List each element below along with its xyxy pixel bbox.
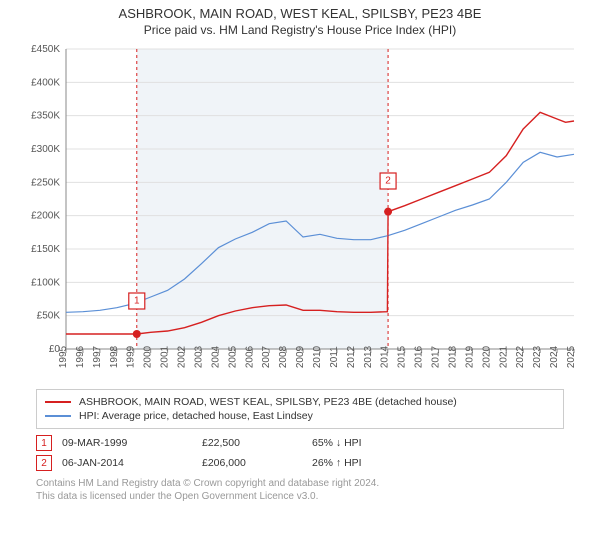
svg-text:2009: 2009 (295, 345, 306, 368)
chart-subtitle: Price paid vs. HM Land Registry's House … (0, 23, 600, 37)
svg-text:1995: 1995 (58, 345, 69, 368)
sale-price: £206,000 (202, 457, 302, 469)
svg-text:1996: 1996 (75, 345, 86, 368)
svg-text:2020: 2020 (481, 345, 492, 368)
svg-text:2012: 2012 (346, 345, 357, 368)
sale-date: 09-MAR-1999 (62, 437, 192, 449)
sale-marker-icon: 1 (36, 435, 52, 451)
svg-text:1999: 1999 (126, 345, 137, 368)
legend: ASHBROOK, MAIN ROAD, WEST KEAL, SPILSBY,… (36, 389, 564, 429)
svg-text:2010: 2010 (312, 345, 323, 368)
svg-text:2016: 2016 (414, 345, 425, 368)
svg-text:1: 1 (134, 296, 140, 307)
svg-text:2018: 2018 (447, 345, 458, 368)
legend-swatch (45, 401, 71, 403)
sale-delta: 26% ↑ HPI (312, 457, 422, 469)
svg-text:2000: 2000 (143, 345, 154, 368)
svg-text:1998: 1998 (109, 345, 120, 368)
sale-date: 06-JAN-2014 (62, 457, 192, 469)
svg-text:£150K: £150K (31, 244, 60, 255)
svg-text:2: 2 (385, 176, 391, 187)
svg-text:2006: 2006 (244, 345, 255, 368)
svg-text:2007: 2007 (261, 345, 272, 368)
svg-text:£250K: £250K (31, 177, 60, 188)
svg-text:2015: 2015 (397, 345, 408, 368)
sales-row: 1 09-MAR-1999 £22,500 65% ↓ HPI (36, 435, 564, 451)
line-chart-svg: £0£50K£100K£150K£200K£250K£300K£350K£400… (20, 43, 580, 383)
svg-text:2025: 2025 (566, 345, 577, 368)
legend-label: ASHBROOK, MAIN ROAD, WEST KEAL, SPILSBY,… (79, 396, 457, 408)
svg-text:2008: 2008 (278, 345, 289, 368)
copyright-line: This data is licensed under the Open Gov… (36, 490, 564, 503)
svg-text:£450K: £450K (31, 44, 60, 55)
svg-text:2002: 2002 (177, 345, 188, 368)
legend-item: HPI: Average price, detached house, East… (45, 410, 555, 422)
sale-delta: 65% ↓ HPI (312, 437, 422, 449)
copyright-line: Contains HM Land Registry data © Crown c… (36, 477, 564, 490)
svg-text:2021: 2021 (498, 345, 509, 368)
svg-text:1997: 1997 (92, 345, 103, 368)
sale-price: £22,500 (202, 437, 302, 449)
svg-text:2023: 2023 (532, 345, 543, 368)
legend-label: HPI: Average price, detached house, East… (79, 410, 313, 422)
svg-text:2003: 2003 (193, 345, 204, 368)
sale-marker-icon: 2 (36, 455, 52, 471)
svg-text:2019: 2019 (464, 345, 475, 368)
copyright-notice: Contains HM Land Registry data © Crown c… (36, 477, 564, 503)
svg-text:2017: 2017 (431, 345, 442, 368)
svg-text:£100K: £100K (31, 277, 60, 288)
chart-title-block: ASHBROOK, MAIN ROAD, WEST KEAL, SPILSBY,… (0, 0, 600, 39)
legend-swatch (45, 415, 71, 417)
svg-text:2014: 2014 (380, 345, 391, 368)
svg-text:£350K: £350K (31, 111, 60, 122)
svg-text:2001: 2001 (160, 345, 171, 368)
svg-text:2011: 2011 (329, 346, 340, 368)
svg-text:£400K: £400K (31, 77, 60, 88)
legend-item: ASHBROOK, MAIN ROAD, WEST KEAL, SPILSBY,… (45, 396, 555, 408)
sales-row: 2 06-JAN-2014 £206,000 26% ↑ HPI (36, 455, 564, 471)
svg-text:£50K: £50K (37, 311, 61, 322)
svg-text:2022: 2022 (515, 345, 526, 368)
svg-text:£300K: £300K (31, 144, 60, 155)
svg-text:£200K: £200K (31, 211, 60, 222)
svg-text:2005: 2005 (227, 345, 238, 368)
sales-table: 1 09-MAR-1999 £22,500 65% ↓ HPI 2 06-JAN… (36, 435, 564, 471)
svg-text:2013: 2013 (363, 345, 374, 368)
svg-text:2004: 2004 (210, 345, 221, 368)
svg-text:2024: 2024 (549, 345, 560, 368)
chart-area: £0£50K£100K£150K£200K£250K£300K£350K£400… (20, 43, 580, 383)
chart-title: ASHBROOK, MAIN ROAD, WEST KEAL, SPILSBY,… (0, 6, 600, 21)
